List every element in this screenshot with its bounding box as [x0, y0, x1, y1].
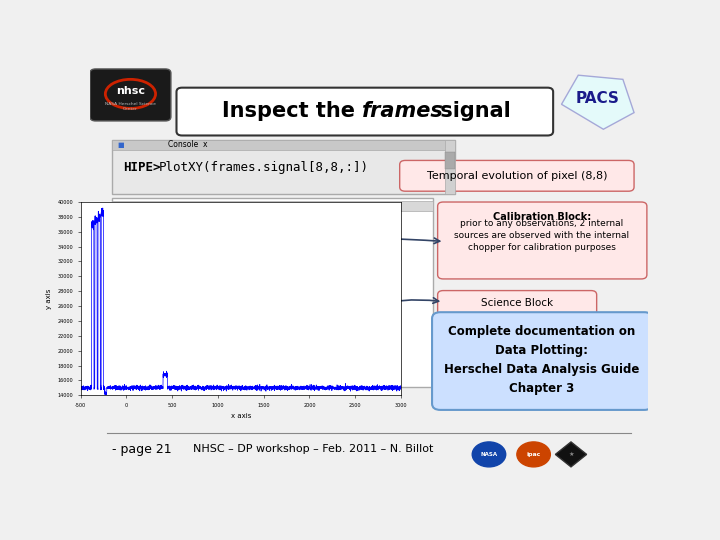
- Text: o  o  o: o o o: [145, 204, 166, 208]
- Circle shape: [472, 442, 505, 467]
- FancyBboxPatch shape: [438, 202, 647, 279]
- FancyBboxPatch shape: [112, 140, 456, 150]
- Text: ■: ■: [117, 141, 124, 147]
- Text: Herschel PlotXY: Herschel PlotXY: [246, 203, 300, 209]
- Text: NHSC – DP workshop – Feb. 2011 – N. Billot: NHSC – DP workshop – Feb. 2011 – N. Bill…: [193, 444, 433, 455]
- FancyBboxPatch shape: [438, 291, 597, 316]
- Polygon shape: [562, 75, 634, 129]
- FancyBboxPatch shape: [90, 69, 171, 121]
- Text: Complete documentation on
Data Plotting:
Herschel Data Analysis Guide
Chapter 3: Complete documentation on Data Plotting:…: [444, 325, 639, 395]
- FancyBboxPatch shape: [400, 160, 634, 191]
- Polygon shape: [555, 442, 587, 467]
- Text: NASA Herschel Science
Center: NASA Herschel Science Center: [105, 102, 156, 111]
- Text: NASA: NASA: [480, 452, 498, 457]
- Text: HIPE>: HIPE>: [124, 161, 161, 174]
- Y-axis label: y axis: y axis: [46, 288, 52, 309]
- Text: Temporal evolution of pixel (8,8): Temporal evolution of pixel (8,8): [427, 171, 607, 181]
- FancyBboxPatch shape: [432, 312, 652, 410]
- FancyBboxPatch shape: [112, 140, 456, 194]
- Text: Console  x: Console x: [168, 140, 207, 149]
- X-axis label: x axis: x axis: [230, 414, 251, 420]
- Text: Science Block: Science Block: [482, 299, 554, 308]
- FancyBboxPatch shape: [446, 152, 455, 168]
- Text: Inspect the: Inspect the: [222, 101, 362, 121]
- Text: frames: frames: [362, 101, 444, 121]
- Text: PlotXY(frames.signal[8,8,:]): PlotXY(frames.signal[8,8,:]): [158, 161, 369, 174]
- Text: - page 21: - page 21: [112, 443, 172, 456]
- FancyBboxPatch shape: [445, 140, 456, 194]
- Text: PACS: PACS: [576, 91, 620, 106]
- Text: prior to any observations, 2 internal
sources are observed with the internal
cho: prior to any observations, 2 internal so…: [454, 219, 629, 252]
- Text: signal: signal: [433, 101, 511, 121]
- FancyBboxPatch shape: [112, 198, 433, 387]
- Text: ★: ★: [568, 452, 574, 457]
- FancyBboxPatch shape: [112, 201, 433, 211]
- Text: ipac: ipac: [526, 452, 541, 457]
- Text: nhsc: nhsc: [116, 85, 145, 96]
- Circle shape: [517, 442, 550, 467]
- FancyBboxPatch shape: [176, 87, 553, 136]
- Text: Calibration Block:: Calibration Block:: [493, 212, 591, 222]
